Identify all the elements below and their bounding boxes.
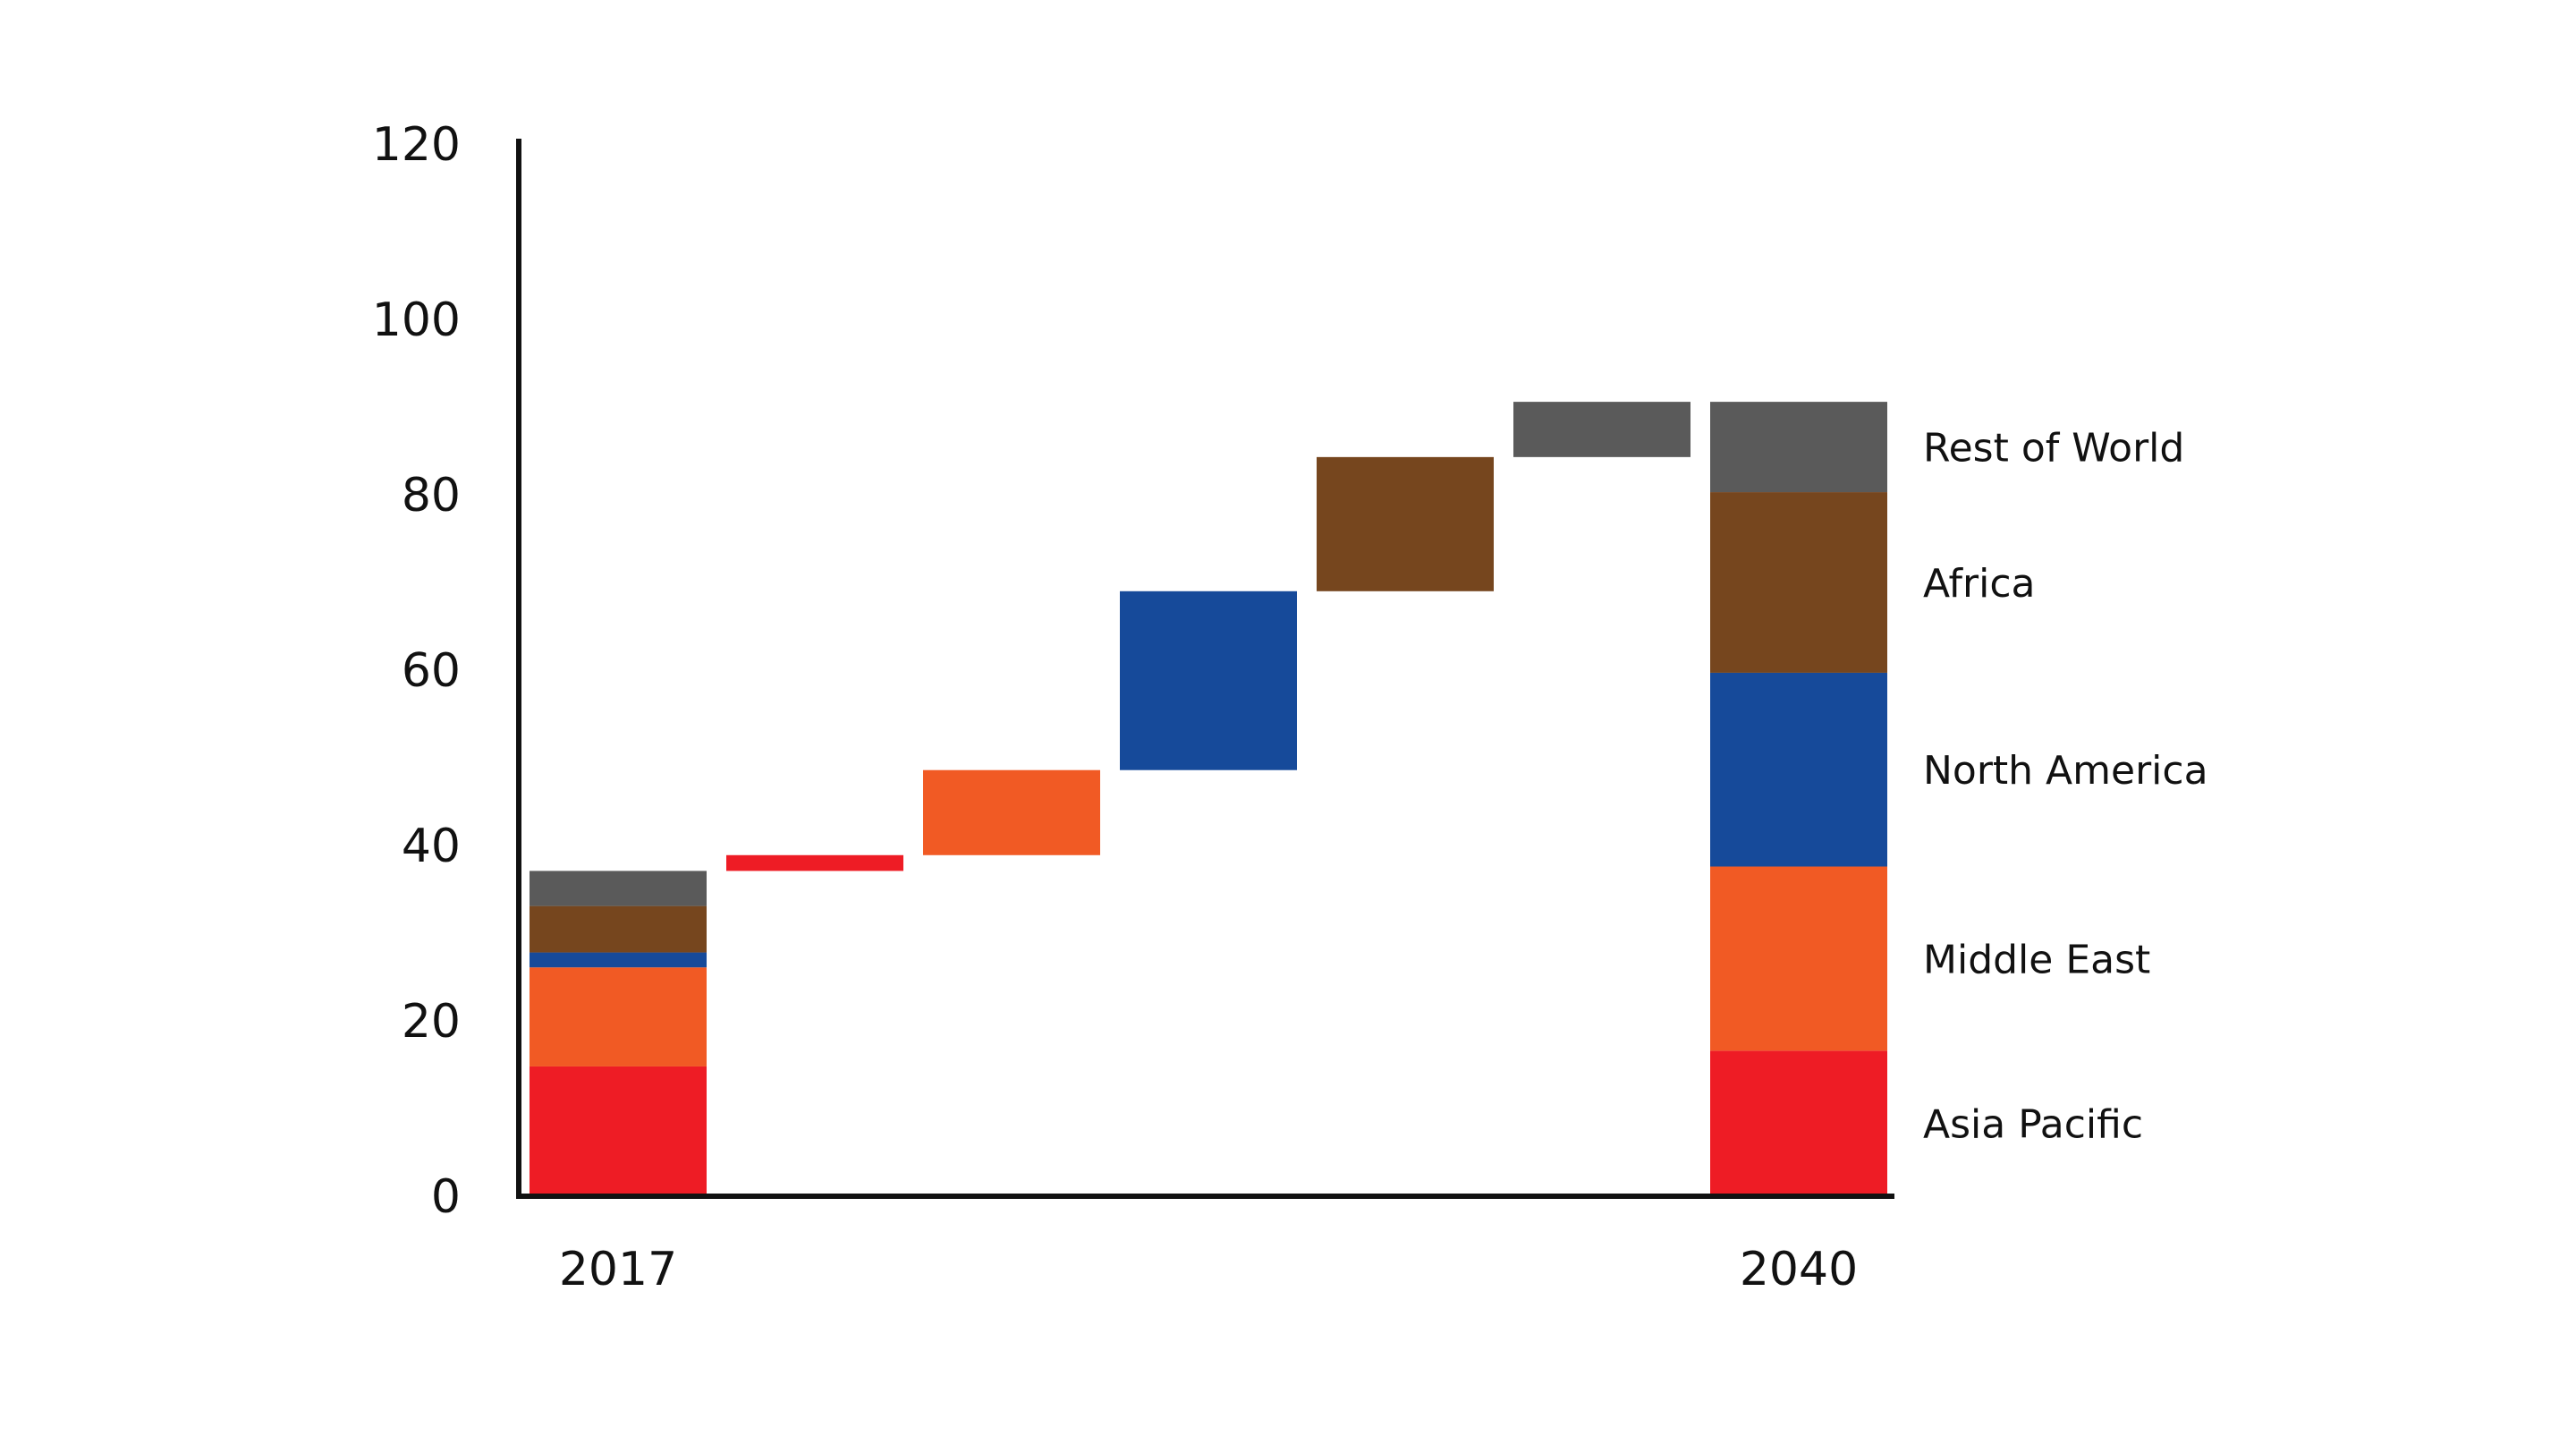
y-tick-label-60: 60 bbox=[402, 644, 461, 698]
bar-2040-africa bbox=[1710, 492, 1887, 673]
legend-label-middle-east: Middle East bbox=[1923, 937, 2150, 982]
bar-2017-asia-pacific bbox=[530, 1066, 707, 1196]
y-tick-label-20: 20 bbox=[402, 995, 461, 1049]
bars-layer bbox=[530, 402, 1887, 1196]
bar-2040-north-america bbox=[1710, 672, 1887, 867]
legend: Rest of World Africa North America Middle E… bbox=[1923, 426, 2208, 1148]
legend-label-rest-of-world: Rest of World bbox=[1923, 426, 2184, 472]
bar-change-asia-pacific bbox=[726, 854, 903, 871]
bar-2017-middle-east bbox=[530, 967, 707, 1066]
legend-label-north-america: North America bbox=[1923, 748, 2208, 794]
bar-2040-middle-east bbox=[1710, 866, 1887, 1051]
bar-change-middle-east bbox=[923, 769, 1100, 855]
x-category-label-2040: 2040 bbox=[1740, 1243, 1858, 1296]
bar-2017-north-america bbox=[530, 952, 707, 968]
legend-label-asia-pacific: Asia Pacific bbox=[1923, 1102, 2143, 1148]
y-tick-label-100: 100 bbox=[372, 293, 461, 347]
bar-2017-rest-of-world bbox=[530, 871, 707, 906]
bar-change-rest-of-world bbox=[1513, 402, 1690, 457]
bar-2040-asia-pacific bbox=[1710, 1050, 1887, 1196]
x-category-labels: 2017 2040 bbox=[559, 1243, 1858, 1296]
y-tick-label-80: 80 bbox=[402, 469, 461, 523]
y-tick-label-40: 40 bbox=[402, 820, 461, 873]
y-tick-labels: 0 20 40 60 80 100 120 bbox=[372, 118, 461, 1224]
y-tick-label-0: 0 bbox=[431, 1170, 461, 1224]
y-tick-label-120: 120 bbox=[372, 118, 461, 172]
bar-2017-africa bbox=[530, 905, 707, 953]
x-category-label-2017: 2017 bbox=[559, 1243, 677, 1296]
bar-2040-rest-of-world bbox=[1710, 402, 1887, 493]
bar-change-africa bbox=[1317, 456, 1494, 591]
legend-label-africa: Africa bbox=[1923, 561, 2036, 607]
bar-change-north-america bbox=[1120, 591, 1297, 770]
